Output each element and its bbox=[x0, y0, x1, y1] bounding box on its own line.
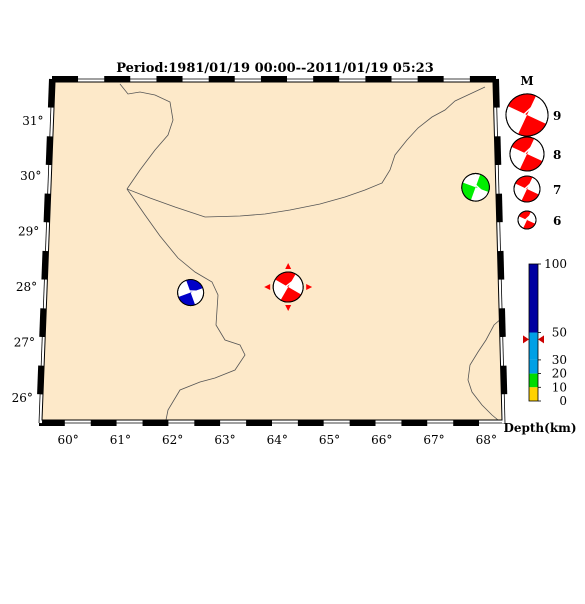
lat-label: 31° bbox=[22, 114, 43, 128]
magnitude-legend-label: 9 bbox=[553, 109, 561, 123]
event-highlight-marker bbox=[285, 305, 292, 312]
latitude-labels: 31° 30° 29° 28° 27° 26° bbox=[12, 114, 44, 405]
event-markers bbox=[177, 172, 490, 312]
red-event-beachball bbox=[272, 271, 304, 303]
depth-scale-segment bbox=[529, 387, 538, 401]
depth-scale-segment bbox=[529, 332, 538, 360]
longitude-labels: 60° 61° 62° 63° 64° 65° 66° 67° 68° bbox=[57, 433, 496, 447]
depth-marker-right bbox=[538, 335, 544, 344]
lat-label: 28° bbox=[16, 280, 37, 294]
depth-scale-segment bbox=[529, 373, 538, 388]
lon-label: 65° bbox=[319, 433, 340, 447]
magnitude-legend-label: 6 bbox=[553, 214, 561, 228]
frame-outline bbox=[41, 81, 503, 421]
depth-scale-tick-label: 50 bbox=[552, 326, 567, 340]
country-borders bbox=[119, 83, 503, 421]
event-highlight-marker bbox=[264, 284, 271, 291]
border-iran-north bbox=[119, 83, 174, 190]
frame-right-inner bbox=[495, 78, 506, 424]
event-highlight-marker bbox=[285, 263, 292, 270]
magnitude-legend-label: 8 bbox=[553, 148, 561, 162]
depth-marker-left bbox=[523, 335, 529, 344]
depth-scale-tick-label: 20 bbox=[552, 367, 567, 381]
coastline-east bbox=[467, 317, 503, 421]
magnitude-legend-label: 7 bbox=[553, 183, 561, 197]
lat-label: 26° bbox=[12, 391, 33, 405]
depth-scale-tick-label: 0 bbox=[559, 394, 567, 408]
event-highlight-marker bbox=[306, 284, 313, 291]
lat-label: 27° bbox=[14, 335, 35, 349]
blue-event-beachball bbox=[177, 279, 205, 307]
lon-label: 62° bbox=[162, 433, 183, 447]
lon-label: 64° bbox=[267, 433, 288, 447]
lat-label: 29° bbox=[18, 225, 39, 239]
lon-label: 60° bbox=[57, 433, 78, 447]
period-title: Period:1981/01/19 00:00--2011/01/19 05:2… bbox=[116, 61, 434, 76]
magnitude-legend: M 9 8 7 6 bbox=[505, 74, 561, 230]
depth-scale-segment bbox=[529, 264, 538, 333]
border-afghanistan-south bbox=[126, 86, 486, 218]
lon-label: 66° bbox=[371, 433, 392, 447]
frame-left-inner bbox=[38, 78, 53, 424]
lon-label: 61° bbox=[110, 433, 131, 447]
magnitude-legend-ball bbox=[509, 136, 545, 172]
green-event-beachball bbox=[461, 172, 490, 202]
magnitude-legend-ball bbox=[517, 210, 537, 230]
lon-label: 68° bbox=[476, 433, 497, 447]
depth-scale-tick-label: 100 bbox=[544, 257, 567, 271]
land-area bbox=[42, 82, 502, 420]
lat-label: 30° bbox=[20, 169, 41, 183]
depth-scale-tick-label: 30 bbox=[552, 353, 567, 367]
depth-scale-label: Depth(km) bbox=[503, 421, 576, 435]
magnitude-legend-ball bbox=[513, 175, 541, 203]
map-frame bbox=[36, 76, 508, 426]
border-iran-pakistan bbox=[126, 188, 246, 421]
lon-label: 67° bbox=[423, 433, 444, 447]
depth-scale-segment bbox=[529, 359, 538, 374]
magnitude-legend-title: M bbox=[520, 74, 533, 88]
depth-scale-tick-label: 10 bbox=[552, 380, 567, 394]
lon-label: 63° bbox=[214, 433, 235, 447]
magnitude-legend-ball bbox=[505, 93, 549, 137]
